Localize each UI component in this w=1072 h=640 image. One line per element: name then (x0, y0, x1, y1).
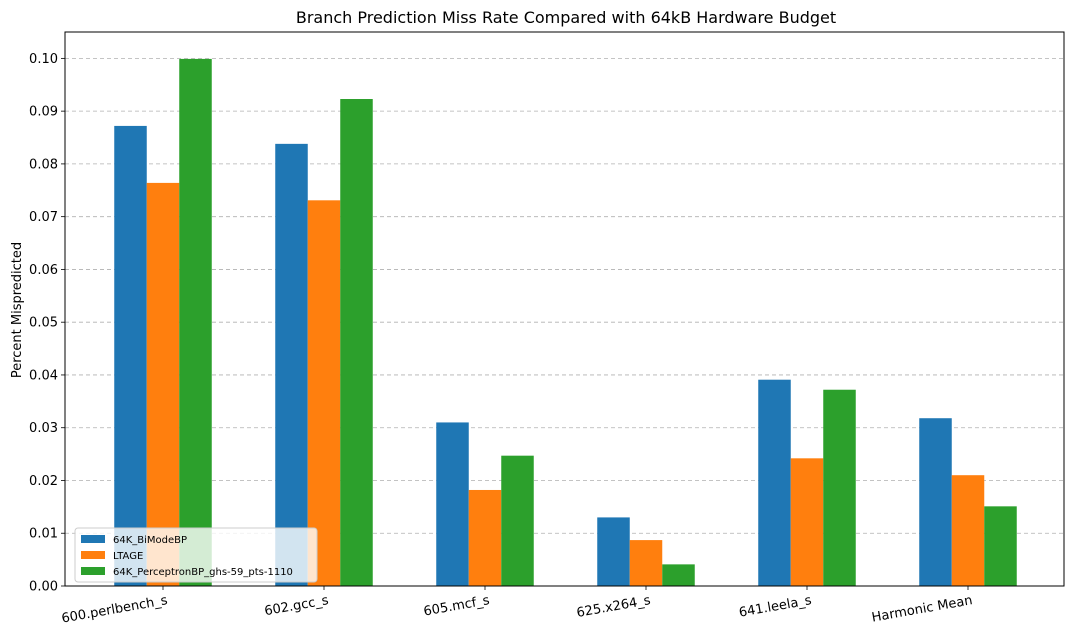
y-tick-label: 0.00 (29, 580, 58, 595)
bar-LTAGE (307, 200, 341, 586)
y-tick-label: 0.10 (29, 52, 58, 67)
y-tick-label: 0.05 (29, 316, 58, 331)
legend-box (74, 527, 318, 583)
bar-64K_BiModeBP (436, 422, 469, 586)
y-axis-label: Percent Mispredicted (10, 242, 25, 378)
bar-64K_PerceptronBP_ghs-59_pts-1110 (179, 58, 212, 587)
y-tick-label: 0.02 (29, 474, 58, 489)
gridlines (65, 57, 1064, 534)
chart-title: Branch Prediction Miss Rate Compared wit… (296, 8, 836, 27)
y-ticks: 0.00 0.01 0.02 0.03 0.04 0.05 0.06 0.07 0.08 0.09… (29, 52, 65, 595)
y-tick-label: 0.01 (29, 527, 58, 542)
y-tick-label: 0.08 (29, 157, 58, 172)
bar-64K_BiModeBP (114, 125, 147, 586)
legend-entry: LTAGE (113, 551, 143, 562)
x-tick-label: 602.gcc_s (263, 593, 330, 619)
bar-LTAGE (790, 458, 824, 586)
y-tick-label: 0.07 (29, 210, 58, 225)
x-tick-label: 605.mcf_s (422, 593, 490, 619)
axes (64, 31, 1065, 587)
bar-64K_BiModeBP (597, 517, 630, 586)
legend-swatch (81, 535, 105, 543)
bars (114, 58, 1017, 587)
bar-LTAGE (951, 475, 985, 586)
x-tick-label: Harmonic Mean (871, 593, 974, 625)
bar-LTAGE (468, 489, 502, 586)
bar-64K_BiModeBP (275, 143, 308, 587)
bar-LTAGE (629, 540, 663, 586)
y-tick-label: 0.06 (29, 263, 58, 278)
bar-64K_BiModeBP (919, 418, 952, 586)
legend-swatch (81, 551, 105, 559)
x-tick-label: 625.x264_s (575, 593, 651, 621)
bar-64K_PerceptronBP_ghs-59_pts-1110 (662, 564, 695, 586)
legend: 64K_BiModeBP LTAGE 64K_PerceptronBP_ghs-59… (74, 527, 318, 583)
x-ticks: 600.perlbench_s 602.gcc_s 605.mcf_s 625.x26… (60, 586, 974, 627)
plot-frame (64, 31, 1065, 587)
legend-entry: 64K_PerceptronBP_ghs-59_pts-1110 (113, 567, 293, 578)
x-tick-label: 641.leela_s (738, 593, 813, 621)
bar-64K_PerceptronBP_ghs-59_pts-1110 (984, 506, 1017, 586)
bar-64K_PerceptronBP_ghs-59_pts-1110 (823, 389, 856, 586)
legend-entry: 64K_BiModeBP (113, 535, 187, 546)
bar-64K_PerceptronBP_ghs-59_pts-1110 (340, 99, 373, 586)
x-tick-label: 600.perlbench_s (60, 593, 168, 626)
bar-LTAGE (146, 182, 180, 586)
bar-64K_PerceptronBP_ghs-59_pts-1110 (501, 455, 534, 586)
legend-swatch (81, 567, 105, 575)
y-tick-label: 0.09 (29, 105, 58, 120)
bar-64K_BiModeBP (758, 379, 791, 586)
y-tick-label: 0.04 (29, 368, 58, 383)
y-tick-label: 0.03 (29, 421, 58, 436)
